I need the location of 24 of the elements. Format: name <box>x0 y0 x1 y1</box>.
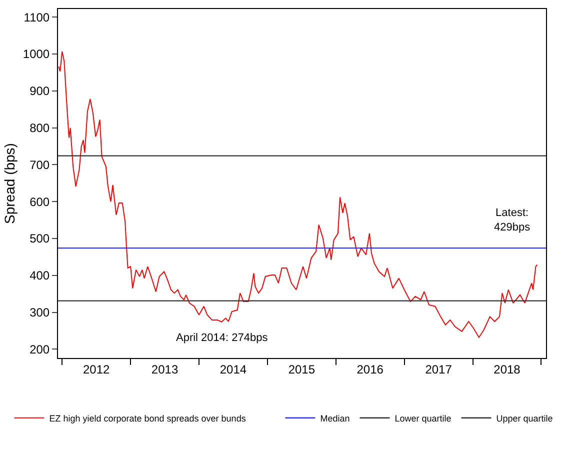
y-axis-title: Spread (bps) <box>1 143 18 224</box>
legend-label: Lower quartile <box>394 413 452 424</box>
y-tick-label: 400 <box>30 268 50 283</box>
annotation: April 2014: 274bps <box>176 332 268 344</box>
x-tick-label: 2016 <box>356 362 384 376</box>
x-tick-label: 2012 <box>82 362 110 376</box>
legend-label: Median <box>320 413 350 424</box>
x-tick-label: 2018 <box>494 362 521 376</box>
x-tick-label: 2014 <box>220 362 247 376</box>
legend-label: Upper quartile <box>496 413 553 424</box>
y-tick-label: 1000 <box>22 47 50 62</box>
y-tick-label: 700 <box>30 158 50 172</box>
x-tick-label: 2015 <box>288 362 316 376</box>
y-tick-label: 1100 <box>24 10 50 24</box>
x-tick-label: 2017 <box>425 362 452 376</box>
annotation: Latest: 429bps <box>494 207 531 234</box>
y-tick-label: 800 <box>30 120 50 135</box>
y-tick-label: 200 <box>30 342 50 356</box>
y-tick-label: 600 <box>30 194 50 209</box>
y-tick-label: 900 <box>30 84 50 98</box>
y-tick-label: 300 <box>30 305 50 320</box>
x-tick-label: 2013 <box>151 362 178 376</box>
y-tick-label: 500 <box>30 232 50 246</box>
legend-label: EZ high yield corporate bond spreads over bunds <box>49 413 246 424</box>
